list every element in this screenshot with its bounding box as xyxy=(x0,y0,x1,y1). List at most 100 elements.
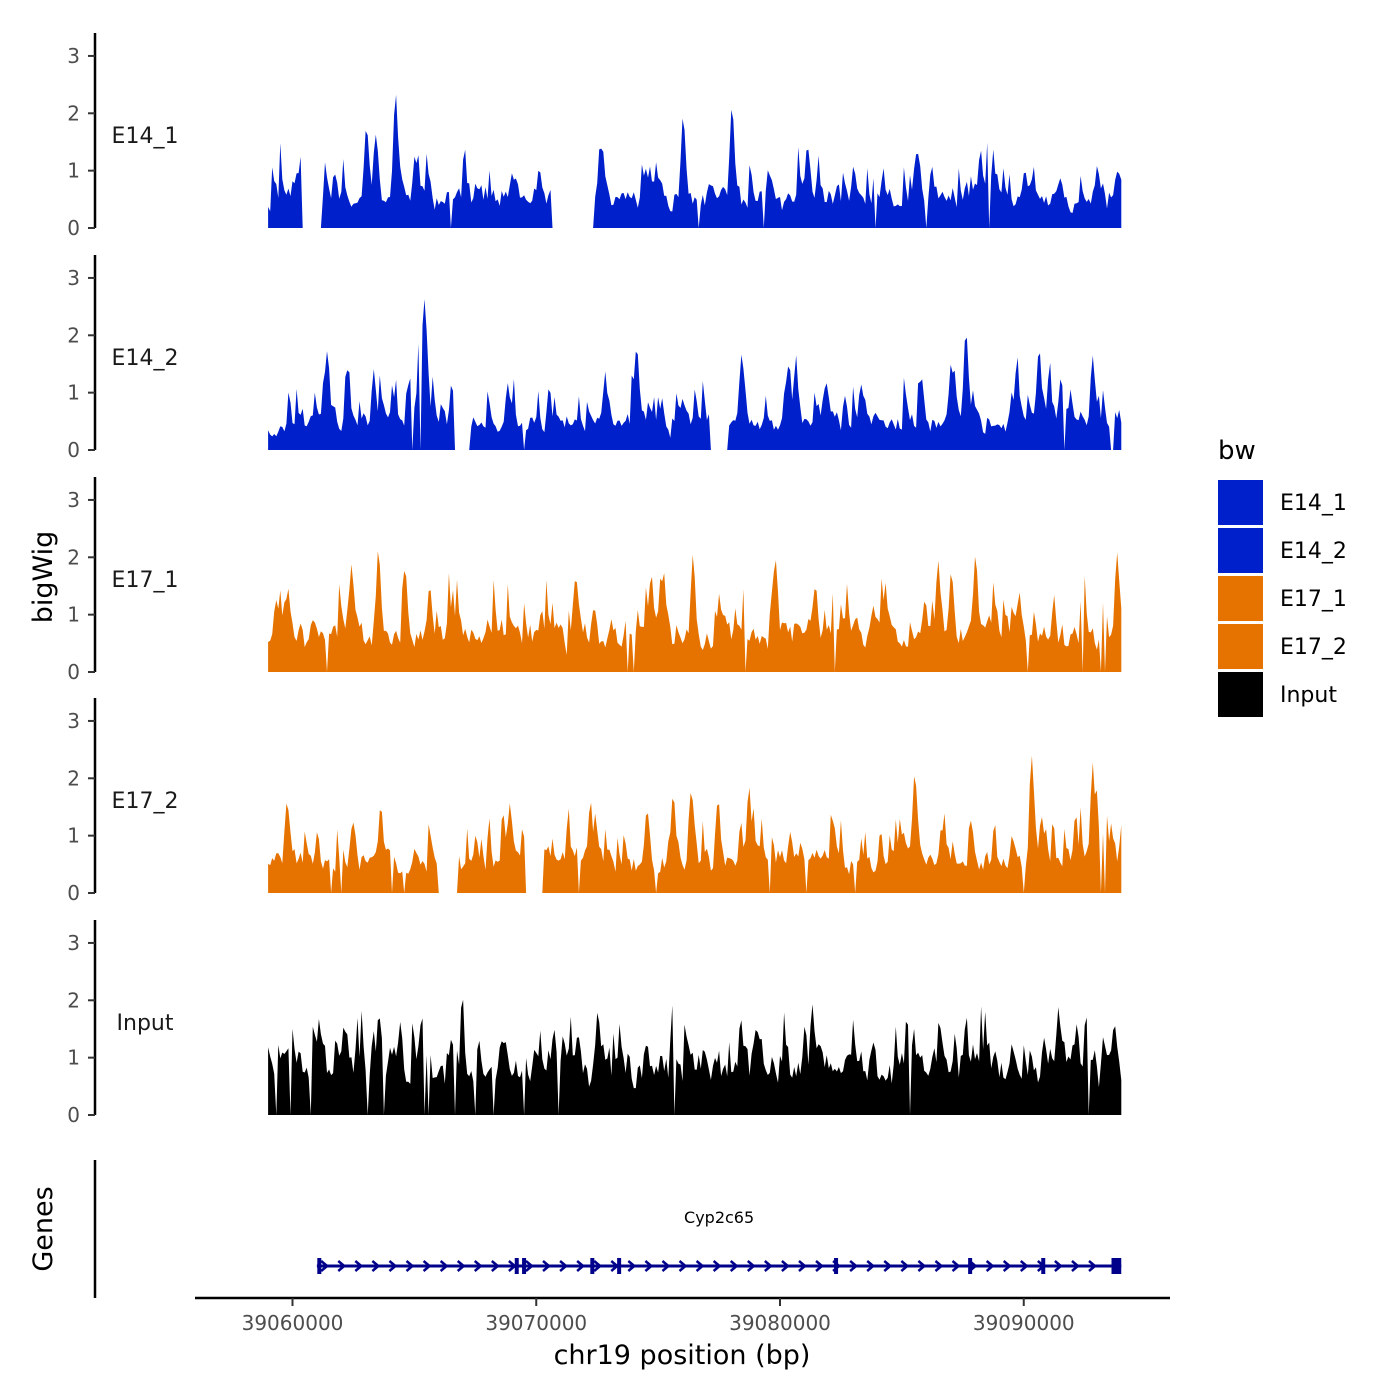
gene-track-panel: Genes Cyp2c65 xyxy=(28,1160,1122,1298)
y-tick-label: 3 xyxy=(67,44,80,68)
y-tick-label: 0 xyxy=(67,438,80,462)
x-tick-label: 39080000 xyxy=(729,1311,831,1335)
legend-label-e14-1: E14_1 xyxy=(1280,491,1347,516)
track-label: E14_2 xyxy=(112,346,179,371)
legend-swatch-e14-2 xyxy=(1218,528,1263,573)
legend-swatch-e14-1 xyxy=(1218,480,1263,525)
track-label: E14_1 xyxy=(112,124,179,149)
signal-area-e17-1 xyxy=(268,551,1122,672)
track-e17-2: 0 1 2 3 E17_2 xyxy=(67,698,1122,905)
y-tick-label: 2 xyxy=(67,101,80,125)
y-tick-label: 0 xyxy=(67,1103,80,1127)
legend-swatch-e17-1 xyxy=(1218,576,1263,621)
genes-axis-title: Genes xyxy=(28,1186,59,1271)
legend-label-e14-2: E14_2 xyxy=(1280,539,1347,564)
strand-arrow xyxy=(1088,1260,1097,1272)
y-tick-label: 0 xyxy=(67,216,80,240)
strand-arrow xyxy=(883,1260,893,1272)
strand-arrow xyxy=(371,1260,381,1272)
legend-label-input: Input xyxy=(1280,683,1337,708)
y-axis-title: bigWig xyxy=(28,531,59,624)
strand-arrow xyxy=(729,1260,739,1272)
strand-arrow xyxy=(764,1260,773,1272)
exon xyxy=(617,1258,622,1274)
strand-arrow xyxy=(491,1260,500,1272)
gene-name-label: Cyp2c65 xyxy=(684,1208,754,1227)
strand-arrow xyxy=(388,1260,398,1272)
exon xyxy=(514,1258,519,1274)
strand-arrow xyxy=(593,1260,603,1272)
strand-arrow xyxy=(405,1260,415,1272)
y-tick-label: 1 xyxy=(67,159,80,183)
strand-arrow xyxy=(695,1260,705,1272)
y-tick-label: 1 xyxy=(67,381,80,405)
y-tick-label: 1 xyxy=(67,824,80,848)
strand-arrow xyxy=(644,1260,654,1272)
track-e17-1: 0 1 2 3 E17_1 xyxy=(67,477,1122,684)
strand-arrow xyxy=(473,1260,483,1272)
strand-arrow xyxy=(781,1260,790,1272)
exon xyxy=(590,1258,595,1274)
x-tick-label: 39090000 xyxy=(973,1311,1075,1335)
y-tick-label: 2 xyxy=(67,323,80,347)
y-tick-label: 3 xyxy=(67,266,80,290)
strand-arrow xyxy=(746,1260,756,1272)
strand-arrow xyxy=(1019,1260,1029,1272)
signal-area-e14-2 xyxy=(268,299,1122,450)
strand-arrow xyxy=(439,1260,449,1272)
exon xyxy=(317,1258,322,1274)
strand-arrow xyxy=(917,1260,927,1272)
strand-arrow xyxy=(422,1260,432,1272)
x-axis-title: chr19 position (bp) xyxy=(554,1340,811,1371)
strand-arrow xyxy=(354,1260,364,1272)
strand-arrow xyxy=(798,1260,807,1272)
signal-area-e17-2 xyxy=(268,755,1122,893)
x-axis: 39060000 39070000 39080000 39090000 xyxy=(195,1296,1170,1335)
strand-arrow xyxy=(320,1260,330,1272)
strand-arrow xyxy=(456,1260,466,1272)
strand-arrow xyxy=(576,1260,586,1272)
strand-arrow xyxy=(849,1260,859,1272)
legend-swatch-input xyxy=(1218,672,1263,717)
legend-swatch-e17-2 xyxy=(1218,624,1263,669)
exon xyxy=(968,1258,973,1274)
y-tick-label: 0 xyxy=(67,660,80,684)
y-tick-label: 3 xyxy=(67,931,80,955)
bigwig-tracks: 0 1 2 3 E14_1 0 1 2 3 E14_2 0 1 2 3 E17_1 0 1 2 3 E17_2 0 1 2 3… xyxy=(67,33,1122,1127)
strand-arrow xyxy=(951,1260,961,1272)
legend-title: bw xyxy=(1218,436,1256,466)
strand-arrow xyxy=(337,1260,347,1272)
track-label: E17_1 xyxy=(112,568,179,593)
strand-arrow xyxy=(1002,1260,1012,1272)
track-label: E17_2 xyxy=(112,789,179,814)
track-e14-1: 0 1 2 3 E14_1 xyxy=(67,33,1122,240)
signal-area-e14-1 xyxy=(268,94,1122,228)
gene-body-cyp2c65 xyxy=(316,1258,1122,1274)
strand-arrow xyxy=(678,1260,688,1272)
x-tick-label: 39070000 xyxy=(485,1311,587,1335)
legend: bw E14_1 E14_2 E17_1 E17_2 Input xyxy=(1218,436,1347,717)
exon xyxy=(522,1258,527,1274)
y-tick-label: 3 xyxy=(67,488,80,512)
strand-arrow xyxy=(627,1260,637,1272)
legend-label-e17-1: E17_1 xyxy=(1280,587,1347,612)
track-input: 0 1 2 3 Input xyxy=(67,920,1122,1127)
track-e14-2: 0 1 2 3 E14_2 xyxy=(67,255,1122,462)
strand-arrow xyxy=(900,1260,910,1272)
y-tick-label: 1 xyxy=(67,603,80,627)
strand-arrow xyxy=(559,1260,569,1272)
y-tick-label: 3 xyxy=(67,709,80,733)
strand-arrow xyxy=(1071,1260,1080,1272)
strand-arrow xyxy=(815,1260,824,1272)
strand-arrow xyxy=(934,1260,944,1272)
strand-arrow xyxy=(1054,1260,1063,1272)
exon xyxy=(1041,1258,1046,1274)
exon-last xyxy=(1111,1258,1122,1274)
y-tick-label: 2 xyxy=(67,545,80,569)
y-tick-label: 1 xyxy=(67,1046,80,1070)
strand-arrow xyxy=(866,1260,876,1272)
y-tick-label: 0 xyxy=(67,881,80,905)
strand-arrow xyxy=(542,1260,551,1272)
x-tick-label: 39060000 xyxy=(242,1311,344,1335)
